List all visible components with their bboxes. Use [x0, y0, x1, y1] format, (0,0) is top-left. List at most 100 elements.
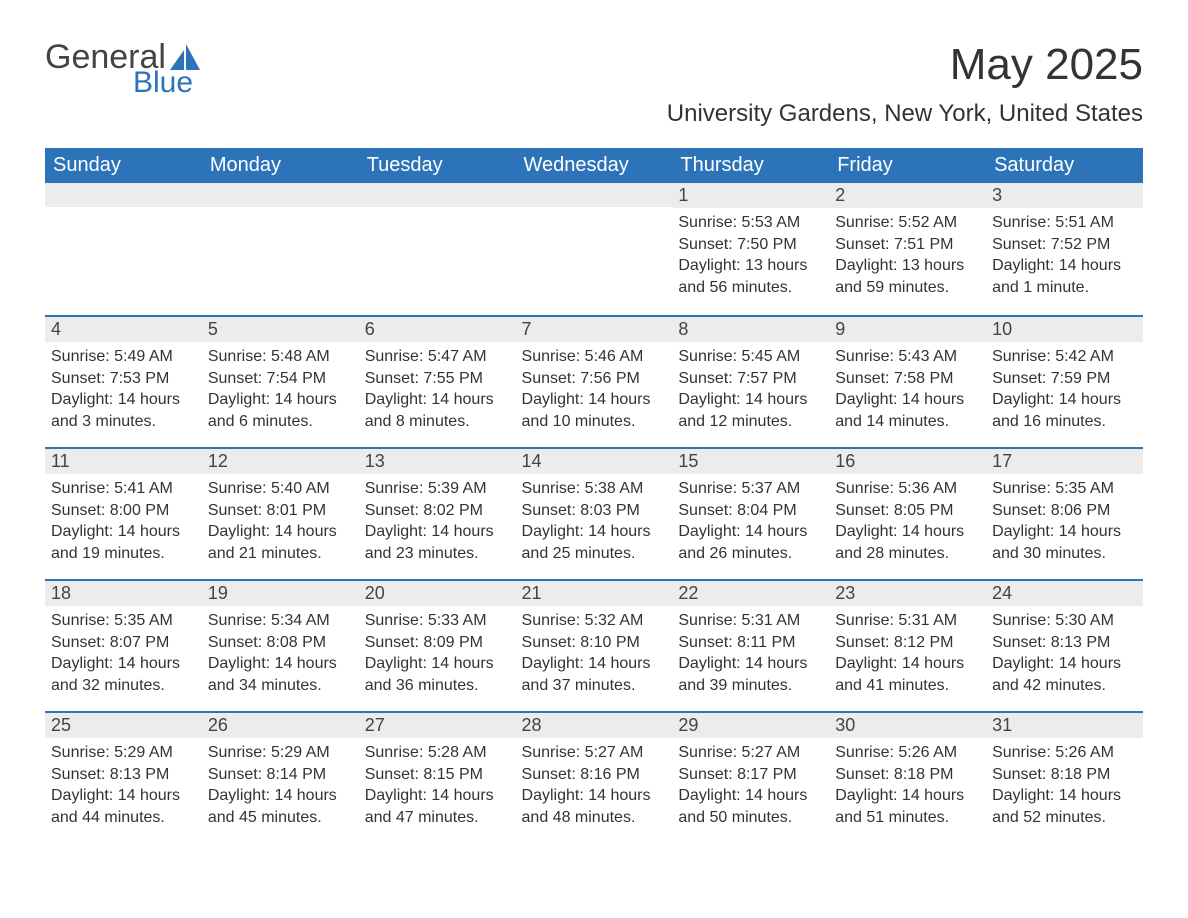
- sunrise-line: Sunrise: 5:51 AM: [992, 212, 1137, 234]
- calendar-day-cell: [516, 183, 673, 315]
- sunset-line: Sunset: 8:05 PM: [835, 500, 980, 522]
- calendar-day-cell: [45, 183, 202, 315]
- daylight-line: Daylight: 14 hours and 36 minutes.: [365, 653, 510, 696]
- day-details: Sunrise: 5:29 AMSunset: 8:14 PMDaylight:…: [202, 738, 359, 828]
- day-details: Sunrise: 5:46 AMSunset: 7:56 PMDaylight:…: [516, 342, 673, 432]
- calendar-day-cell: 3Sunrise: 5:51 AMSunset: 7:52 PMDaylight…: [986, 183, 1143, 315]
- day-details: Sunrise: 5:28 AMSunset: 8:15 PMDaylight:…: [359, 738, 516, 828]
- sunset-line: Sunset: 8:02 PM: [365, 500, 510, 522]
- weekday-header: Sunday: [45, 148, 202, 183]
- day-details: Sunrise: 5:37 AMSunset: 8:04 PMDaylight:…: [672, 474, 829, 564]
- day-details: Sunrise: 5:53 AMSunset: 7:50 PMDaylight:…: [672, 208, 829, 298]
- page-header: General Blue May 2025 University Gardens…: [45, 40, 1143, 142]
- sunset-line: Sunset: 8:14 PM: [208, 764, 353, 786]
- day-details: Sunrise: 5:26 AMSunset: 8:18 PMDaylight:…: [986, 738, 1143, 828]
- day-details: Sunrise: 5:35 AMSunset: 8:06 PMDaylight:…: [986, 474, 1143, 564]
- calendar-day-cell: 23Sunrise: 5:31 AMSunset: 8:12 PMDayligh…: [829, 579, 986, 711]
- calendar-day-cell: 22Sunrise: 5:31 AMSunset: 8:11 PMDayligh…: [672, 579, 829, 711]
- calendar-day-cell: 2Sunrise: 5:52 AMSunset: 7:51 PMDaylight…: [829, 183, 986, 315]
- daylight-line: Daylight: 14 hours and 21 minutes.: [208, 521, 353, 564]
- day-details: Sunrise: 5:27 AMSunset: 8:17 PMDaylight:…: [672, 738, 829, 828]
- sunset-line: Sunset: 7:50 PM: [678, 234, 823, 256]
- daylight-line: Daylight: 14 hours and 47 minutes.: [365, 785, 510, 828]
- sunset-line: Sunset: 8:01 PM: [208, 500, 353, 522]
- day-details: Sunrise: 5:34 AMSunset: 8:08 PMDaylight:…: [202, 606, 359, 696]
- sunrise-line: Sunrise: 5:31 AM: [835, 610, 980, 632]
- sunrise-line: Sunrise: 5:30 AM: [992, 610, 1137, 632]
- day-number: 31: [986, 711, 1143, 738]
- daylight-line: Daylight: 14 hours and 37 minutes.: [522, 653, 667, 696]
- daylight-line: Daylight: 14 hours and 42 minutes.: [992, 653, 1137, 696]
- calendar-day-cell: 24Sunrise: 5:30 AMSunset: 8:13 PMDayligh…: [986, 579, 1143, 711]
- sunset-line: Sunset: 7:56 PM: [522, 368, 667, 390]
- calendar-day-cell: 12Sunrise: 5:40 AMSunset: 8:01 PMDayligh…: [202, 447, 359, 579]
- day-details: Sunrise: 5:35 AMSunset: 8:07 PMDaylight:…: [45, 606, 202, 696]
- day-number: 12: [202, 447, 359, 474]
- day-number: 4: [45, 315, 202, 342]
- daylight-line: Daylight: 14 hours and 48 minutes.: [522, 785, 667, 828]
- day-details: Sunrise: 5:45 AMSunset: 7:57 PMDaylight:…: [672, 342, 829, 432]
- weekday-header: Wednesday: [516, 148, 673, 183]
- day-details: Sunrise: 5:36 AMSunset: 8:05 PMDaylight:…: [829, 474, 986, 564]
- day-details: Sunrise: 5:43 AMSunset: 7:58 PMDaylight:…: [829, 342, 986, 432]
- day-number: 10: [986, 315, 1143, 342]
- day-number-empty: [516, 183, 673, 207]
- day-number: 17: [986, 447, 1143, 474]
- day-number: 6: [359, 315, 516, 342]
- calendar-day-cell: [202, 183, 359, 315]
- sunset-line: Sunset: 8:03 PM: [522, 500, 667, 522]
- day-details: Sunrise: 5:26 AMSunset: 8:18 PMDaylight:…: [829, 738, 986, 828]
- daylight-line: Daylight: 14 hours and 44 minutes.: [51, 785, 196, 828]
- day-details: Sunrise: 5:39 AMSunset: 8:02 PMDaylight:…: [359, 474, 516, 564]
- sunset-line: Sunset: 8:12 PM: [835, 632, 980, 654]
- sunrise-line: Sunrise: 5:33 AM: [365, 610, 510, 632]
- sunrise-line: Sunrise: 5:32 AM: [522, 610, 667, 632]
- calendar-day-cell: 19Sunrise: 5:34 AMSunset: 8:08 PMDayligh…: [202, 579, 359, 711]
- day-details: Sunrise: 5:31 AMSunset: 8:12 PMDaylight:…: [829, 606, 986, 696]
- sunset-line: Sunset: 8:06 PM: [992, 500, 1137, 522]
- daylight-line: Daylight: 14 hours and 1 minute.: [992, 255, 1137, 298]
- day-number: 25: [45, 711, 202, 738]
- calendar-day-cell: 18Sunrise: 5:35 AMSunset: 8:07 PMDayligh…: [45, 579, 202, 711]
- sunrise-line: Sunrise: 5:29 AM: [208, 742, 353, 764]
- title-block: May 2025 University Gardens, New York, U…: [667, 40, 1143, 142]
- calendar-day-cell: 14Sunrise: 5:38 AMSunset: 8:03 PMDayligh…: [516, 447, 673, 579]
- calendar-day-cell: 9Sunrise: 5:43 AMSunset: 7:58 PMDaylight…: [829, 315, 986, 447]
- day-number: 11: [45, 447, 202, 474]
- day-number: 24: [986, 579, 1143, 606]
- sunrise-line: Sunrise: 5:47 AM: [365, 346, 510, 368]
- sunrise-line: Sunrise: 5:34 AM: [208, 610, 353, 632]
- day-number: 5: [202, 315, 359, 342]
- weekday-header: Thursday: [672, 148, 829, 183]
- sunrise-line: Sunrise: 5:45 AM: [678, 346, 823, 368]
- day-details: Sunrise: 5:51 AMSunset: 7:52 PMDaylight:…: [986, 208, 1143, 298]
- daylight-line: Daylight: 14 hours and 12 minutes.: [678, 389, 823, 432]
- day-number: 19: [202, 579, 359, 606]
- daylight-line: Daylight: 14 hours and 3 minutes.: [51, 389, 196, 432]
- sunrise-line: Sunrise: 5:39 AM: [365, 478, 510, 500]
- day-number-empty: [45, 183, 202, 207]
- day-number: 7: [516, 315, 673, 342]
- calendar-week-row: 25Sunrise: 5:29 AMSunset: 8:13 PMDayligh…: [45, 711, 1143, 843]
- location: University Gardens, New York, United Sta…: [667, 100, 1143, 128]
- sunrise-line: Sunrise: 5:38 AM: [522, 478, 667, 500]
- day-number: 28: [516, 711, 673, 738]
- day-number: 29: [672, 711, 829, 738]
- daylight-line: Daylight: 13 hours and 56 minutes.: [678, 255, 823, 298]
- day-number: 16: [829, 447, 986, 474]
- calendar-day-cell: 4Sunrise: 5:49 AMSunset: 7:53 PMDaylight…: [45, 315, 202, 447]
- calendar-day-cell: 21Sunrise: 5:32 AMSunset: 8:10 PMDayligh…: [516, 579, 673, 711]
- daylight-line: Daylight: 14 hours and 50 minutes.: [678, 785, 823, 828]
- day-number: 1: [672, 183, 829, 208]
- day-number: 14: [516, 447, 673, 474]
- daylight-line: Daylight: 14 hours and 19 minutes.: [51, 521, 196, 564]
- sunset-line: Sunset: 8:10 PM: [522, 632, 667, 654]
- day-details: Sunrise: 5:41 AMSunset: 8:00 PMDaylight:…: [45, 474, 202, 564]
- calendar-day-cell: 1Sunrise: 5:53 AMSunset: 7:50 PMDaylight…: [672, 183, 829, 315]
- sunset-line: Sunset: 8:17 PM: [678, 764, 823, 786]
- day-number: 13: [359, 447, 516, 474]
- day-details: Sunrise: 5:52 AMSunset: 7:51 PMDaylight:…: [829, 208, 986, 298]
- sunrise-line: Sunrise: 5:37 AM: [678, 478, 823, 500]
- sunrise-line: Sunrise: 5:31 AM: [678, 610, 823, 632]
- sunrise-line: Sunrise: 5:49 AM: [51, 346, 196, 368]
